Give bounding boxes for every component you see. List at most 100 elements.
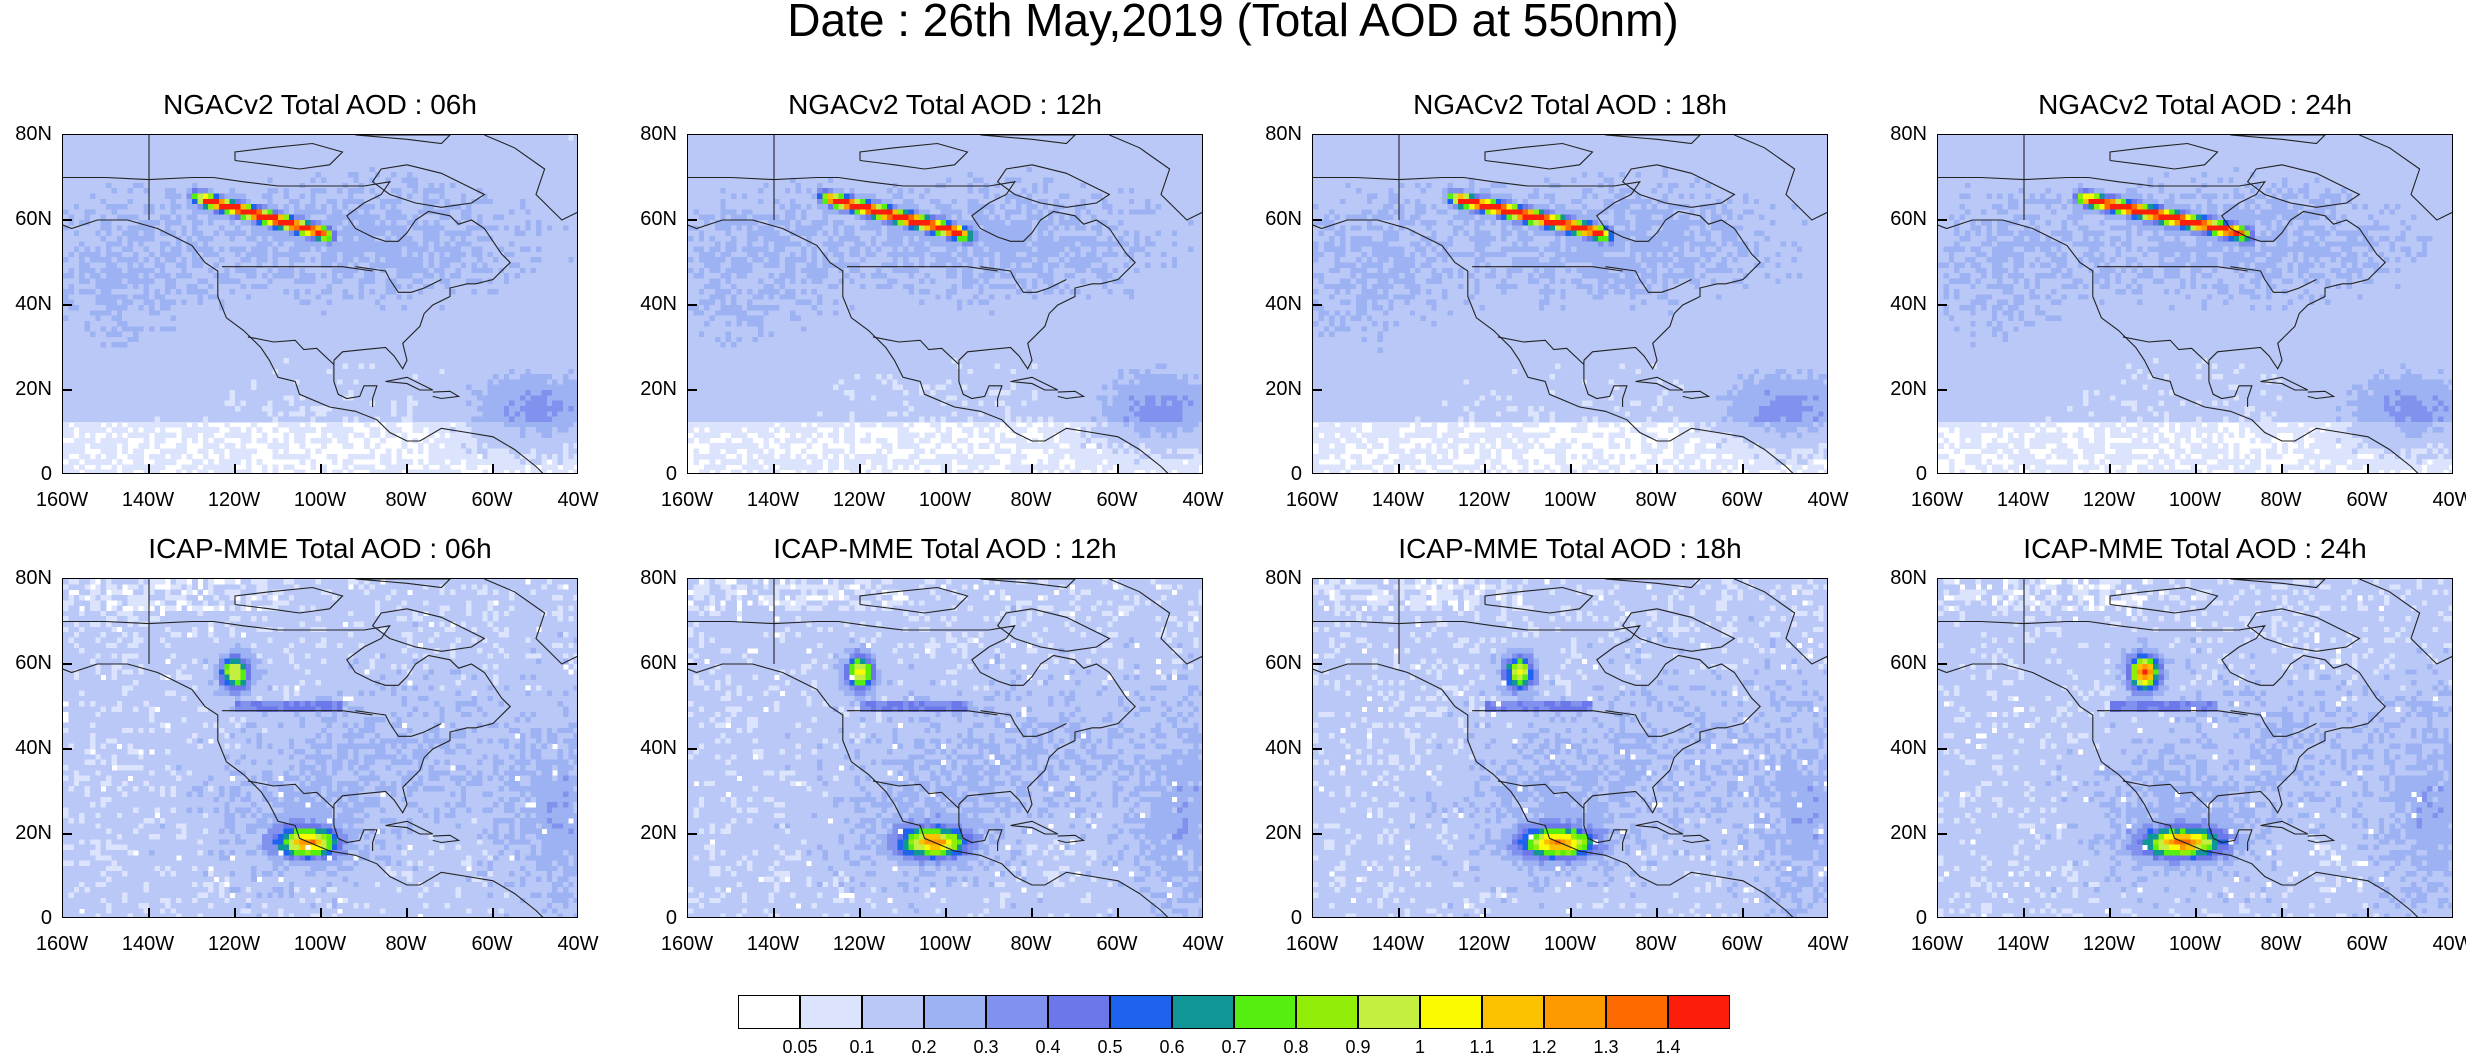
panel-title: ICAP-MME Total AOD : 06h [62, 532, 578, 566]
x-tick-label: 100W [2160, 934, 2230, 954]
x-tick-label: 80W [996, 934, 1066, 954]
y-tick-label: 20N [613, 379, 677, 399]
aod-field [1313, 135, 1828, 474]
y-tick-label: 80N [0, 568, 52, 588]
x-tick-mark [945, 464, 947, 474]
x-tick-mark [1656, 908, 1658, 918]
y-tick-label: 20N [1863, 379, 1927, 399]
x-tick-mark [2109, 908, 2111, 918]
colorbar-label: 0.8 [1266, 1037, 1326, 1057]
aod-map [1312, 578, 1828, 918]
x-tick-label: 140W [1988, 490, 2058, 510]
y-tick-mark [1312, 219, 1322, 221]
colorbar-label: 1.3 [1576, 1037, 1636, 1057]
y-tick-label: 60N [0, 653, 52, 673]
y-tick-label: 60N [0, 209, 52, 229]
x-tick-label: 100W [1535, 934, 1605, 954]
y-tick-label: 40N [0, 738, 52, 758]
x-tick-mark [773, 464, 775, 474]
panel-title: NGACv2 Total AOD : 12h [687, 88, 1203, 122]
x-tick-mark [234, 908, 236, 918]
y-tick-mark [1937, 748, 1947, 750]
x-tick-label: 120W [1449, 490, 1519, 510]
x-tick-label: 60W [1707, 490, 1777, 510]
y-tick-label: 80N [1863, 568, 1927, 588]
x-tick-mark [2195, 908, 2197, 918]
colorbar-swatch [1234, 995, 1296, 1029]
x-tick-label: 100W [1535, 490, 1605, 510]
x-tick-mark [148, 908, 150, 918]
x-tick-label: 60W [1707, 934, 1777, 954]
y-tick-label: 60N [613, 209, 677, 229]
x-tick-label: 80W [1621, 934, 1691, 954]
y-tick-mark [1937, 663, 1947, 665]
x-tick-label: 140W [1988, 934, 2058, 954]
x-tick-mark [2281, 464, 2283, 474]
y-tick-label: 0 [1238, 908, 1302, 928]
aod-field [688, 135, 1203, 474]
aod-field [1938, 135, 2453, 474]
colorbar-swatch [1358, 995, 1420, 1029]
colorbar-label: 1.2 [1514, 1037, 1574, 1057]
y-tick-label: 40N [0, 294, 52, 314]
x-tick-label: 40W [1168, 934, 1238, 954]
aod-field [63, 579, 578, 918]
x-tick-label: 120W [2074, 934, 2144, 954]
y-tick-label: 0 [1863, 464, 1927, 484]
x-tick-label: 140W [1363, 934, 1433, 954]
x-tick-mark [1031, 464, 1033, 474]
colorbar-label: 1.4 [1638, 1037, 1698, 1057]
x-tick-mark [492, 464, 494, 474]
x-tick-label: 80W [2246, 934, 2316, 954]
y-tick-label: 40N [1863, 294, 1927, 314]
x-tick-label: 140W [113, 490, 183, 510]
x-tick-label: 100W [910, 934, 980, 954]
y-tick-label: 20N [1238, 379, 1302, 399]
panel-title: ICAP-MME Total AOD : 18h [1312, 532, 1828, 566]
x-tick-label: 40W [2418, 490, 2466, 510]
x-tick-label: 140W [1363, 490, 1433, 510]
y-tick-label: 60N [1238, 209, 1302, 229]
x-tick-label: 40W [543, 934, 613, 954]
x-tick-mark [320, 464, 322, 474]
y-tick-mark [1937, 219, 1947, 221]
x-tick-mark [859, 464, 861, 474]
y-tick-label: 40N [613, 738, 677, 758]
y-tick-label: 20N [0, 823, 52, 843]
colorbar-label: 0.4 [1018, 1037, 1078, 1057]
y-tick-label: 60N [1238, 653, 1302, 673]
x-tick-mark [2109, 464, 2111, 474]
x-tick-mark [1742, 908, 1744, 918]
y-tick-mark [62, 663, 72, 665]
aod-map [62, 134, 578, 474]
x-tick-label: 140W [738, 934, 808, 954]
y-tick-mark [1312, 389, 1322, 391]
y-tick-mark [1312, 833, 1322, 835]
y-tick-mark [1937, 389, 1947, 391]
panel-title: ICAP-MME Total AOD : 12h [687, 532, 1203, 566]
x-tick-mark [1742, 464, 1744, 474]
x-tick-mark [2367, 908, 2369, 918]
x-tick-mark [1570, 908, 1572, 918]
x-tick-label: 100W [285, 490, 355, 510]
y-tick-label: 80N [613, 124, 677, 144]
y-tick-mark [1937, 304, 1947, 306]
y-tick-mark [687, 833, 697, 835]
aod-map [1937, 134, 2453, 474]
y-tick-mark [687, 304, 697, 306]
aod-map [1312, 134, 1828, 474]
y-tick-label: 40N [1863, 738, 1927, 758]
x-tick-label: 100W [2160, 490, 2230, 510]
x-tick-label: 160W [1902, 490, 1972, 510]
colorbar-label: 0.2 [894, 1037, 954, 1057]
x-tick-label: 140W [738, 490, 808, 510]
y-tick-mark [62, 304, 72, 306]
colorbar-label: 0.5 [1080, 1037, 1140, 1057]
y-tick-label: 80N [613, 568, 677, 588]
y-tick-mark [1312, 304, 1322, 306]
x-tick-mark [2367, 464, 2369, 474]
colorbar-swatch [1110, 995, 1172, 1029]
